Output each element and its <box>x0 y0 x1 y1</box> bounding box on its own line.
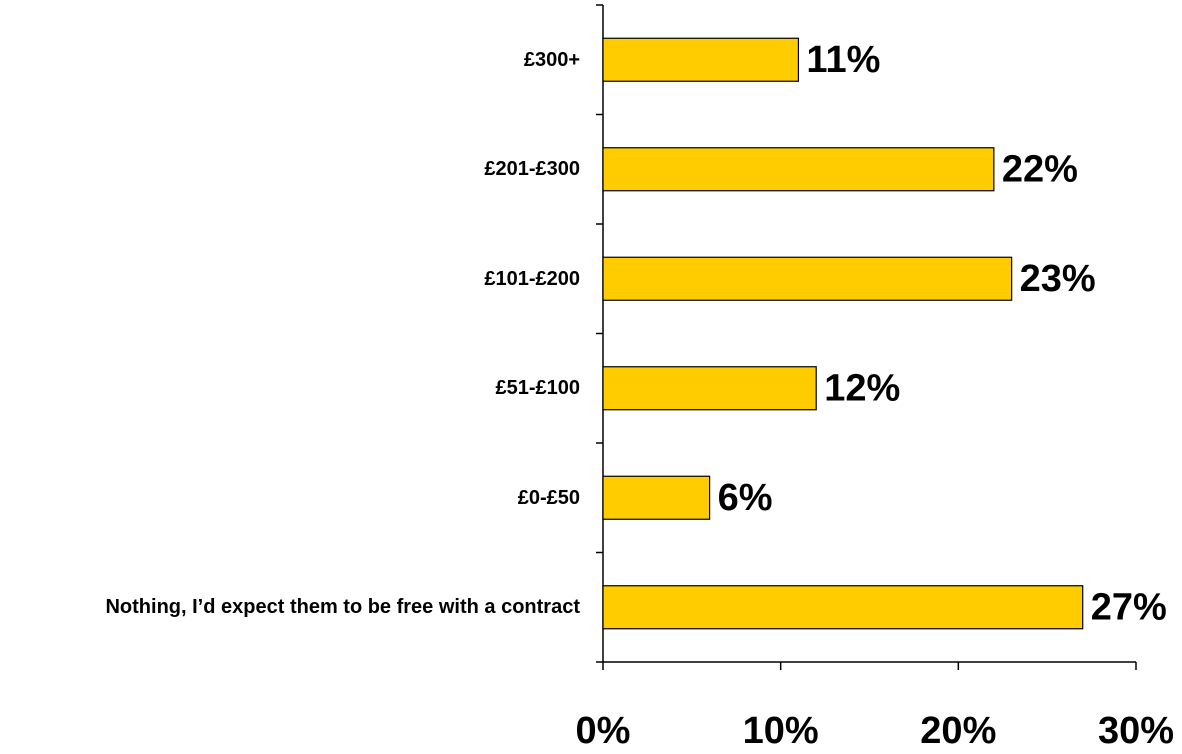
y-tick-label: Nothing, I’d expect them to be free with… <box>105 596 580 619</box>
bar <box>602 37 800 82</box>
x-tick-label: 20% <box>920 710 996 752</box>
x-tick-label: 30% <box>1098 710 1174 752</box>
bar <box>602 585 1084 630</box>
value-label: 22% <box>1002 148 1078 190</box>
value-label: 12% <box>824 367 900 409</box>
bar <box>602 256 1013 301</box>
category-label-box: £201-£300 <box>0 115 580 225</box>
y-tick-label: £300+ <box>523 48 580 71</box>
category-label-box: £300+ <box>0 5 580 115</box>
category-label-box: £0-£50 <box>0 443 580 553</box>
bar <box>602 366 817 411</box>
value-label: 23% <box>1020 258 1096 300</box>
x-tick-label: 10% <box>743 710 819 752</box>
bar <box>602 475 711 520</box>
y-tick-label: £101-£200 <box>484 267 580 290</box>
value-label: 6% <box>718 477 773 519</box>
y-tick-label: £51-£100 <box>495 377 580 400</box>
value-label: 27% <box>1091 586 1167 628</box>
y-tick-label: £201-£300 <box>484 158 580 181</box>
x-tick-label: 0% <box>576 710 631 752</box>
y-tick-label: £0-£50 <box>517 486 580 509</box>
bar <box>602 147 995 192</box>
category-label-box: £101-£200 <box>0 224 580 334</box>
category-label-box: £51-£100 <box>0 334 580 444</box>
category-label-box: Nothing, I’d expect them to be free with… <box>0 553 580 663</box>
value-label: 11% <box>806 39 880 81</box>
